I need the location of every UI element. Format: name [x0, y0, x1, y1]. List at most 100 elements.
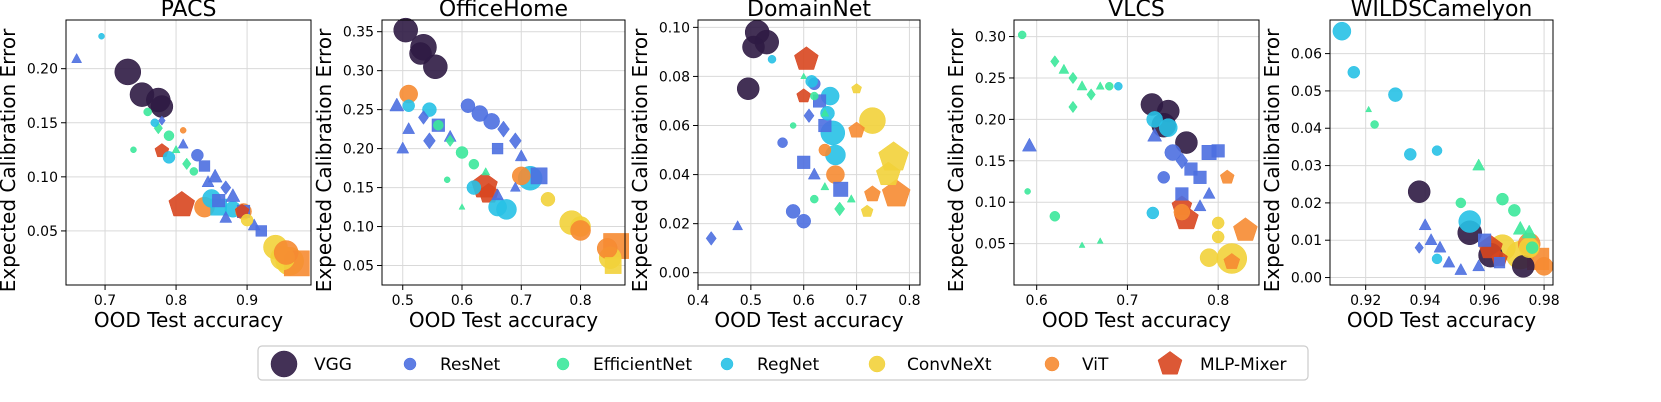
- y-tick-label: 0.15: [975, 154, 1006, 170]
- point-efficientnet: [820, 181, 830, 191]
- point-resnet: [191, 148, 204, 162]
- chart-domainnet: 0.4 0.5 0.6 0.7 0.8 0.00 0.02 0.04 0.06 0.08 0.10 D…: [628, 0, 921, 332]
- point-efficientnet: [800, 72, 808, 79]
- point-resnet: [1193, 199, 1207, 212]
- x-tick-label: 0.5: [392, 293, 414, 309]
- point-efficientnet: [1058, 63, 1070, 74]
- point-regnet: [1146, 206, 1160, 220]
- point-resnet: [1157, 171, 1170, 184]
- chart-title: OfficeHome: [439, 0, 568, 22]
- point-vgg: [1175, 131, 1198, 154]
- point-resnet: [483, 113, 500, 130]
- point-resnet: [777, 137, 788, 148]
- point-resnet: [219, 210, 233, 223]
- legend-frame: [257, 345, 1309, 381]
- point-efficientnet: [1024, 188, 1031, 195]
- point-convnext: [540, 192, 556, 207]
- point-regnet: [1146, 111, 1163, 128]
- point-resnet: [785, 204, 801, 219]
- point-regnet: [150, 118, 160, 128]
- point-resnet: [1147, 127, 1163, 142]
- point-convnext: [1199, 248, 1219, 267]
- y-tick-label: 0.02: [1291, 196, 1322, 212]
- legend-marker-mlp-mixer: [1157, 351, 1183, 375]
- chart-title: WILDSCamelyon: [1351, 0, 1533, 22]
- point-vit: [848, 121, 865, 138]
- point-regnet: [402, 99, 415, 112]
- point-resnet: [1022, 137, 1037, 152]
- y-tick-label: 0.35: [343, 25, 374, 41]
- x-tick-label: 0.7: [845, 293, 867, 309]
- x-tick-label: 0.6: [1026, 293, 1048, 309]
- point-resnet: [803, 108, 815, 124]
- legend-item-vit: ViT: [1044, 355, 1109, 375]
- point-resnet: [1175, 187, 1189, 201]
- point-resnet: [255, 225, 267, 237]
- y-tick-label: 0.10: [27, 170, 58, 186]
- point-regnet: [1431, 253, 1443, 265]
- y-tick-label: 0.30: [975, 30, 1006, 46]
- point-resnet: [796, 213, 811, 229]
- point-efficientnet: [182, 157, 192, 171]
- legend-marker-efficientnet: [556, 357, 570, 371]
- point-vgg: [1512, 255, 1535, 278]
- point-regnet: [1458, 210, 1481, 233]
- point-resnet: [418, 110, 429, 125]
- legend-label: ResNet: [440, 355, 501, 375]
- y-tick-label: 0.02: [659, 217, 690, 233]
- point-efficientnet: [1525, 241, 1539, 254]
- point-resnet: [177, 138, 189, 149]
- point-efficientnet: [834, 201, 846, 217]
- y-tick-label: 0.20: [27, 62, 58, 78]
- point-resnet: [71, 52, 83, 63]
- point-efficientnet: [1508, 204, 1521, 217]
- y-tick-label: 0.05: [27, 224, 58, 240]
- point-efficientnet: [1095, 81, 1105, 90]
- chart-panels: 0.7 0.8 0.9 0.05 0.10 0.15 0.20 PACS OOD Test ac…: [0, 0, 1560, 332]
- point-regnet: [805, 75, 818, 88]
- x-axis-label: OOD Test accuracy: [714, 308, 903, 332]
- legend-label: ConvNeXt: [907, 355, 992, 375]
- point-resnet: [1202, 186, 1216, 199]
- point-resnet: [396, 141, 410, 154]
- point-regnet: [1347, 66, 1361, 79]
- chart-pacs: 0.7 0.8 0.9 0.05 0.10 0.15 0.20 PACS OOD Test ac…: [0, 0, 312, 332]
- point-resnet: [1414, 241, 1424, 254]
- legend-marker-resnet: [403, 357, 417, 371]
- legend-label: ViT: [1082, 355, 1109, 375]
- point-efficientnet: [810, 194, 819, 204]
- point-efficientnet: [143, 107, 152, 117]
- point-regnet: [98, 32, 105, 40]
- point-efficientnet: [820, 108, 830, 117]
- point-vgg: [409, 42, 432, 65]
- x-tick-label: 0.8: [165, 293, 187, 309]
- y-tick-label: 0.00: [1291, 271, 1322, 287]
- point-regnet: [1388, 87, 1403, 102]
- point-efficientnet: [1105, 82, 1114, 91]
- legend-item-convnext: ConvNeXt: [868, 355, 992, 375]
- point-efficientnet: [810, 91, 819, 101]
- chart-title: PACS: [161, 0, 217, 22]
- x-tick-label: 0.6: [451, 293, 473, 309]
- point-efficientnet: [1068, 71, 1078, 85]
- point-efficientnet: [443, 176, 451, 184]
- y-tick-label: 0.06: [1291, 47, 1322, 63]
- y-tick-label: 0.10: [659, 20, 690, 36]
- x-tick-label: 0.8: [898, 293, 920, 309]
- point-regnet: [1431, 145, 1443, 156]
- axes-frame: [65, 19, 312, 286]
- y-tick-label: 0.20: [975, 112, 1006, 128]
- y-tick-label: 0.06: [659, 119, 690, 135]
- point-vit: [881, 179, 911, 207]
- point-vgg: [114, 58, 142, 86]
- point-resnet: [1472, 259, 1486, 272]
- point-efficientnet: [1078, 241, 1086, 248]
- point-regnet: [767, 55, 777, 64]
- point-vgg: [150, 95, 174, 118]
- point-efficientnet: [458, 203, 466, 210]
- point-convnext: [876, 161, 901, 186]
- point-efficientnet: [189, 167, 199, 176]
- point-vit: [818, 143, 832, 157]
- point-resnet: [497, 120, 510, 138]
- x-tick-label: 0.7: [94, 293, 116, 309]
